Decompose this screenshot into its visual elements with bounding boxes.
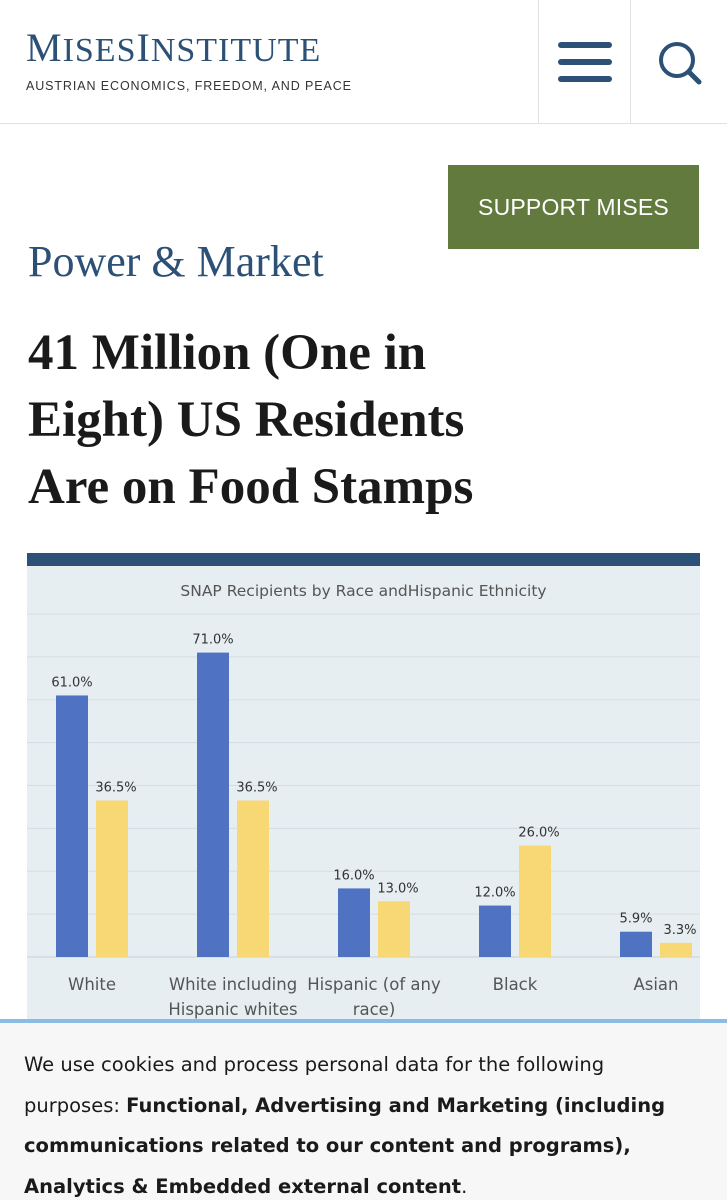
search-button[interactable]	[632, 0, 727, 124]
chart-data-label: 71.0%	[192, 633, 233, 648]
search-icon	[659, 42, 702, 85]
chart-data-label: 16.0%	[333, 868, 374, 883]
chart-bar-blue	[338, 888, 370, 957]
site-header: MISESINSTITUTE AUSTRIAN ECONOMICS, FREED…	[0, 0, 727, 124]
site-logo[interactable]: MISESINSTITUTE AUSTRIAN ECONOMICS, FREED…	[26, 24, 352, 93]
chart-bar-blue	[620, 931, 652, 957]
chart-category-label: race)	[353, 1000, 396, 1019]
chart-category-label: Black	[493, 975, 538, 994]
chart-bar-yellow	[378, 901, 410, 957]
headline-line: Are on Food Stamps	[28, 459, 474, 515]
chart-category-label: White	[68, 975, 116, 994]
snap-chart: SNAP Recipients by Race andHispanic Ethn…	[27, 566, 700, 1026]
chart-data-label: 61.0%	[51, 675, 92, 690]
logo-tagline: AUSTRIAN ECONOMICS, FREEDOM, AND PEACE	[26, 79, 352, 93]
section-title[interactable]: Power & Market	[28, 237, 324, 286]
hamburger-menu-icon	[558, 42, 612, 82]
chart-data-label: 13.0%	[377, 881, 418, 896]
chart-bar-yellow	[96, 800, 128, 957]
chart-category-label: Hispanic whites	[168, 1000, 297, 1019]
headline-line: Eight) US Residents	[28, 392, 465, 448]
chart-category-label: Hispanic (of any	[307, 975, 441, 994]
logo-wordmark: MISESINSTITUTE	[26, 25, 322, 70]
headline-line: 41 Million (One in	[28, 325, 427, 381]
chart-title: SNAP Recipients by Race andHispanic Ethn…	[180, 582, 546, 600]
chart-data-label: 36.5%	[95, 781, 136, 796]
chart-data-label: 5.9%	[619, 912, 652, 927]
chart-data-label: 12.0%	[474, 886, 515, 901]
chart-data-label: 3.3%	[663, 923, 696, 938]
chart-bar-blue	[197, 652, 229, 957]
chart-data-label: 26.0%	[518, 826, 559, 841]
support-mises-button[interactable]: SUPPORT MISES	[448, 165, 699, 249]
cookie-text: We use cookies and process personal data…	[24, 1053, 666, 1198]
chart-bar-yellow	[519, 845, 551, 957]
chart-data-label: 36.5%	[236, 781, 277, 796]
article-headline: 41 Million (One in Eight) US Residents A…	[28, 320, 628, 521]
chart-category-label: White including	[169, 975, 297, 994]
cookie-purposes: Functional, Advertising and Marketing (i…	[24, 1093, 666, 1198]
chart-bar-yellow	[237, 800, 269, 957]
chart-bar-yellow	[660, 942, 692, 957]
cookie-banner: We use cookies and process personal data…	[0, 1019, 727, 1200]
chart-top-border	[27, 553, 700, 566]
chart-bar-blue	[479, 905, 511, 957]
chart-category-label: Asian	[633, 975, 678, 994]
chart-svg: SNAP Recipients by Race andHispanic Ethn…	[27, 582, 700, 1019]
chart-bar-blue	[56, 695, 88, 957]
menu-button[interactable]	[538, 0, 631, 124]
